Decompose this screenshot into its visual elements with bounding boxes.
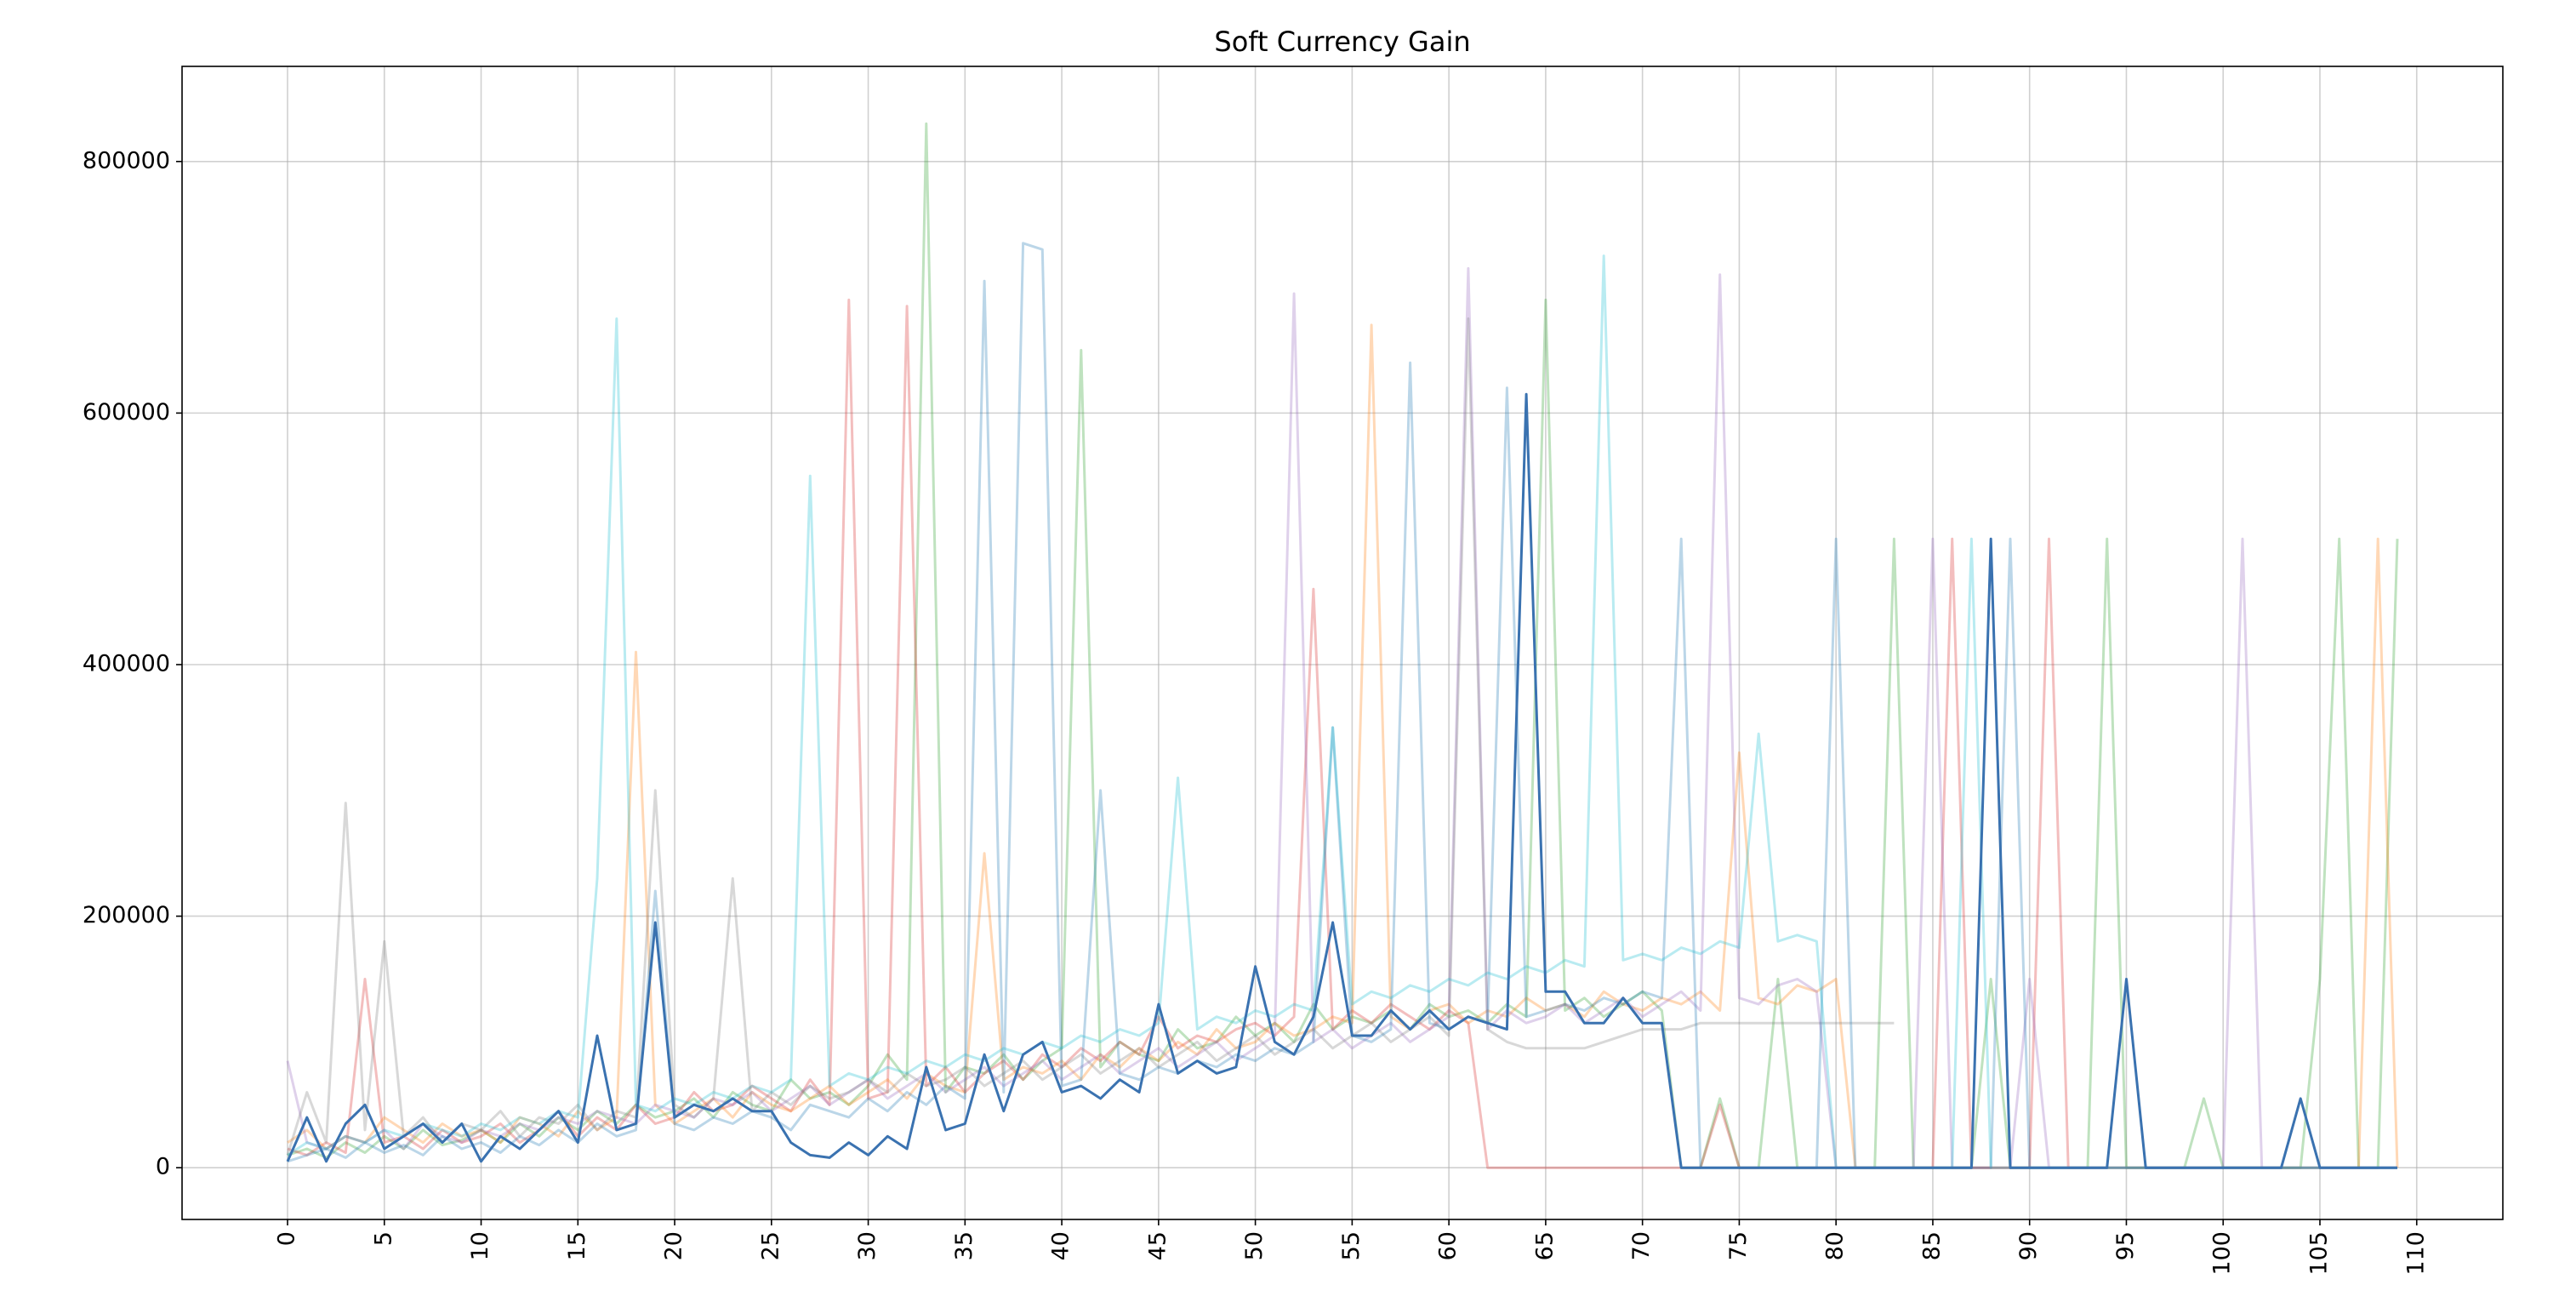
x-tick-label: 40 [1048, 1231, 1074, 1260]
x-tick-label: 110 [2402, 1231, 2429, 1276]
plot-frame [181, 66, 2504, 1220]
x-tick-label: 75 [1725, 1231, 1752, 1260]
chart-title: Soft Currency Gain [1214, 26, 1470, 58]
x-tick-label: 10 [467, 1231, 493, 1260]
x-tick-label: 55 [1338, 1231, 1365, 1260]
x-tick-label: 0 [274, 1231, 300, 1246]
series-line [286, 266, 2397, 1169]
x-tick-label: 95 [2112, 1231, 2139, 1260]
x-tick-label: 65 [1531, 1231, 1558, 1260]
x-tick-label: 60 [1435, 1231, 1462, 1260]
x-tick-label: 15 [564, 1231, 590, 1260]
x-tick-label: 90 [2015, 1231, 2042, 1260]
x-tick-label: 100 [2209, 1231, 2236, 1276]
y-tick-label: 0 [156, 1154, 170, 1180]
x-tick-label: 25 [757, 1231, 784, 1260]
x-tick-label: 80 [1822, 1231, 1849, 1260]
series-line [286, 317, 1895, 1156]
x-tick-label: 70 [1628, 1231, 1655, 1260]
series-line [287, 254, 2397, 1169]
x-tick-label: 85 [1918, 1231, 1945, 1260]
series-line [287, 298, 2397, 1169]
x-tick-label: 45 [1144, 1231, 1171, 1260]
x-tick-label: 35 [951, 1231, 977, 1260]
x-tick-label: 105 [2305, 1231, 2332, 1276]
y-tick-label: 800000 [83, 147, 170, 174]
y-tick-label: 400000 [83, 650, 170, 677]
x-tick-label: 5 [370, 1231, 396, 1246]
x-tick-label: 20 [661, 1231, 687, 1260]
x-tick-label: 50 [1241, 1231, 1268, 1260]
y-tick-label: 600000 [83, 399, 170, 425]
y-tick-label: 200000 [83, 902, 170, 928]
x-tick-label: 30 [854, 1231, 881, 1260]
series-line [286, 392, 2397, 1169]
